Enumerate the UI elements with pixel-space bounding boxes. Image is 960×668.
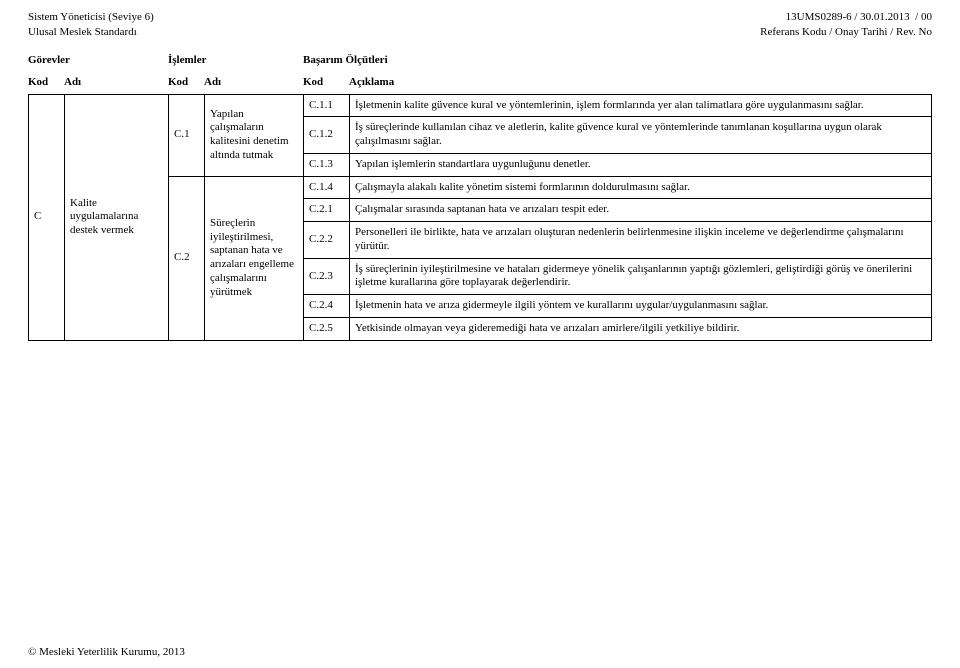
- cell-op-adi: Yapılan çalışmaların kalitesini denetim …: [205, 94, 304, 176]
- header-right: 13UMS0289-6 / 30.01.2013 / 00 Referans K…: [760, 10, 932, 40]
- section-basarim: Başarım Ölçütleri: [303, 54, 932, 66]
- page-header: Sistem Yöneticisi (Seviye 6) Ulusal Mesl…: [28, 10, 932, 40]
- cell-crit-kod: C.2.2: [304, 222, 350, 259]
- colhdr-kod-3: Kod: [303, 76, 349, 88]
- header-right-line2: Referans Kodu / Onay Tarihi / Rev. No: [760, 26, 932, 38]
- cell-crit-kod: C.2.5: [304, 317, 350, 340]
- colhdr-adi-2: Adı: [204, 76, 303, 88]
- cell-crit-txt: İş süreçlerinin iyileştirilmesine ve hat…: [350, 258, 932, 295]
- cell-crit-txt: İş süreçlerinde kullanılan cihaz ve alet…: [350, 117, 932, 154]
- colhdr-aciklama: Açıklama: [349, 76, 932, 88]
- cell-crit-kod: C.1.4: [304, 176, 350, 199]
- cell-crit-txt: Çalışmalar sırasında saptanan hata ve ar…: [350, 199, 932, 222]
- column-header-row: Kod Adı Kod Adı Kod Açıklama: [28, 76, 932, 88]
- colhdr-kod-1: Kod: [28, 76, 64, 88]
- colhdr-adi-1: Adı: [64, 76, 168, 88]
- cell-crit-kod: C.1.3: [304, 153, 350, 176]
- header-right-line1: 13UMS0289-6 / 30.01.2013 / 00: [786, 11, 932, 23]
- cell-group-adi: Kalite uygulamalarına destek vermek: [65, 94, 169, 340]
- cell-crit-txt: İşletmenin kalite güvence kural ve yönte…: [350, 94, 932, 117]
- page-footer: © Mesleki Yeterlilik Kurumu, 2013: [28, 646, 185, 658]
- cell-crit-txt: Çalışmayla alakalı kalite yönetim sistem…: [350, 176, 932, 199]
- cell-group-kod: C: [29, 94, 65, 340]
- cell-crit-kod: C.2.4: [304, 295, 350, 318]
- header-left-line1: Sistem Yöneticisi (Seviye 6): [28, 11, 154, 23]
- section-header-row: Görevler İşlemler Başarım Ölçütleri: [28, 54, 932, 66]
- section-islemler: İşlemler: [168, 54, 303, 66]
- cell-crit-kod: C.1.1: [304, 94, 350, 117]
- cell-crit-kod: C.2.1: [304, 199, 350, 222]
- table-row: C Kalite uygulamalarına destek vermek C.…: [29, 94, 932, 117]
- criteria-table: C Kalite uygulamalarına destek vermek C.…: [28, 94, 932, 341]
- header-left-line2: Ulusal Meslek Standardı: [28, 26, 137, 38]
- section-gorevler: Görevler: [28, 54, 168, 66]
- header-left: Sistem Yöneticisi (Seviye 6) Ulusal Mesl…: [28, 10, 154, 40]
- cell-op-kod: C.1: [169, 94, 205, 176]
- cell-op-kod: C.2: [169, 176, 205, 340]
- cell-crit-kod: C.1.2: [304, 117, 350, 154]
- cell-crit-txt: Personelleri ile birlikte, hata ve arıza…: [350, 222, 932, 259]
- cell-op-adi: Süreçlerin iyileştirilmesi, saptanan hat…: [205, 176, 304, 340]
- cell-crit-kod: C.2.3: [304, 258, 350, 295]
- cell-crit-txt: Yapılan işlemlerin standartlara uygunluğ…: [350, 153, 932, 176]
- cell-crit-txt: Yetkisinde olmayan veya gideremediği hat…: [350, 317, 932, 340]
- colhdr-kod-2: Kod: [168, 76, 204, 88]
- cell-crit-txt: İşletmenin hata ve arıza gidermeyle ilgi…: [350, 295, 932, 318]
